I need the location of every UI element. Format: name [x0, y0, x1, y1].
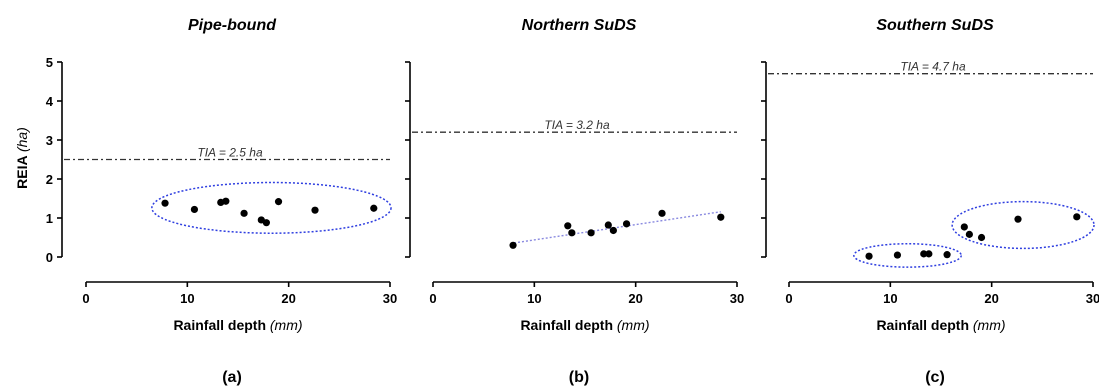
panel-a-data-point	[370, 204, 378, 212]
svg-text:REIA (ha): REIA (ha)	[14, 127, 30, 189]
panel-b-label: (b)	[569, 369, 589, 386]
panel-c-data-point	[965, 230, 973, 238]
panel-a-cluster-ellipse	[151, 181, 392, 234]
panel-a-x-tick-label: 20	[281, 291, 295, 306]
panel-a-x-tick-label: 30	[383, 291, 397, 306]
panel-c-data-point	[977, 233, 986, 242]
panel-c-x-axis-label-text: Rainfall depth	[876, 317, 972, 333]
panel-a: Pipe-bound 0 1 2 3 4 5 0 10 20 30 Rainfall depth (m…	[46, 17, 397, 386]
panel-b-data-point	[622, 220, 631, 228]
panel-c-data-point	[925, 250, 933, 258]
panel-a-x-tick-label: 10	[180, 291, 194, 306]
panel-a-x-axis-label-text: Rainfall depth	[173, 317, 269, 333]
panel-b-x-axis-label: Rainfall depth (mm)	[520, 317, 649, 333]
panel-c-data-point	[893, 251, 902, 259]
panel-a-y-tick-label: 1	[46, 211, 53, 226]
panel-a-data-point	[161, 199, 169, 207]
panel-a-y-tick-label: 4	[46, 94, 54, 109]
panel-b-x-tick-label: 10	[527, 291, 541, 306]
panel-c-x-tick-label: 30	[1086, 291, 1099, 306]
panel-c: Southern SuDS 0 10 20 30 Rainfall depth (mm) T…	[761, 17, 1099, 386]
y-axis-label-unit: (ha)	[14, 127, 30, 152]
panel-c-x-tick-label: 20	[984, 291, 998, 306]
panel-a-data-point	[240, 209, 248, 217]
panel-c-cluster-ellipse	[951, 200, 1095, 250]
panel-a-x-axis-label-unit: (mm)	[270, 317, 303, 333]
panel-b-x-axis-label-text: Rainfall depth	[520, 317, 616, 333]
panel-c-tia-label: TIA = 4.7 ha	[900, 60, 966, 74]
panel-c-title: Southern SuDS	[876, 17, 994, 34]
panel-c-label: (c)	[925, 369, 945, 386]
panel-c-data-point	[1014, 215, 1022, 223]
panel-c-data-point	[960, 223, 968, 231]
panel-b: Northern SuDS 0 10 20 30 Rainfall depth (mm) T…	[405, 17, 744, 386]
panel-b-data-point	[609, 226, 617, 235]
panel-b-data-point	[658, 209, 666, 217]
panel-a-title: Pipe-bound	[188, 17, 277, 34]
panel-b-x-axis-label-unit: (mm)	[617, 317, 650, 333]
panel-b-data-point	[717, 213, 725, 221]
panel-a-x-axis-label: Rainfall depth (mm)	[173, 317, 302, 333]
panel-a-data-point	[274, 198, 283, 206]
y-axis-label-text: REIA	[14, 156, 30, 189]
panel-a-y-tick-label: 5	[46, 55, 53, 70]
panel-b-data-point	[604, 221, 612, 229]
panel-c-data-point	[920, 250, 928, 258]
panel-c-x-tick-label: 0	[785, 291, 792, 306]
panel-a-label: (a)	[222, 369, 242, 386]
panel-b-x-tick-label: 20	[628, 291, 642, 306]
panel-c-data-point	[1073, 213, 1081, 221]
panel-a-data-point	[190, 205, 199, 214]
panel-b-data-point	[568, 229, 576, 237]
panel-a-y-tick-label: 0	[46, 250, 53, 265]
panel-b-data-point	[564, 222, 572, 230]
panel-c-data-point	[943, 251, 951, 259]
panel-b-title: Northern SuDS	[522, 17, 637, 34]
panel-b-data-point	[509, 241, 517, 249]
panel-a-data-point	[311, 206, 319, 214]
panel-a-y-tick-label: 3	[46, 133, 53, 148]
panel-a-x-tick-label: 0	[82, 291, 89, 306]
panel-a-data-point	[222, 197, 230, 205]
y-axis-label: REIA (ha)	[14, 127, 30, 189]
panel-a-data-point	[262, 219, 270, 227]
panel-b-x-tick-label: 0	[429, 291, 436, 306]
panel-c-x-axis-label: Rainfall depth (mm)	[876, 317, 1005, 333]
panel-b-data-point	[587, 229, 595, 237]
panel-a-tia-label: TIA = 2.5 ha	[197, 146, 263, 160]
panel-b-x-tick-label: 30	[730, 291, 744, 306]
panel-b-fit-line	[513, 211, 721, 244]
panel-c-x-axis-label-unit: (mm)	[973, 317, 1006, 333]
panel-c-data-point	[865, 252, 873, 260]
panel-b-tia-label: TIA = 3.2 ha	[544, 118, 610, 132]
panel-c-x-tick-label: 10	[883, 291, 897, 306]
panel-c-cluster-ellipse	[853, 242, 963, 268]
panel-a-y-tick-label: 2	[46, 172, 53, 187]
